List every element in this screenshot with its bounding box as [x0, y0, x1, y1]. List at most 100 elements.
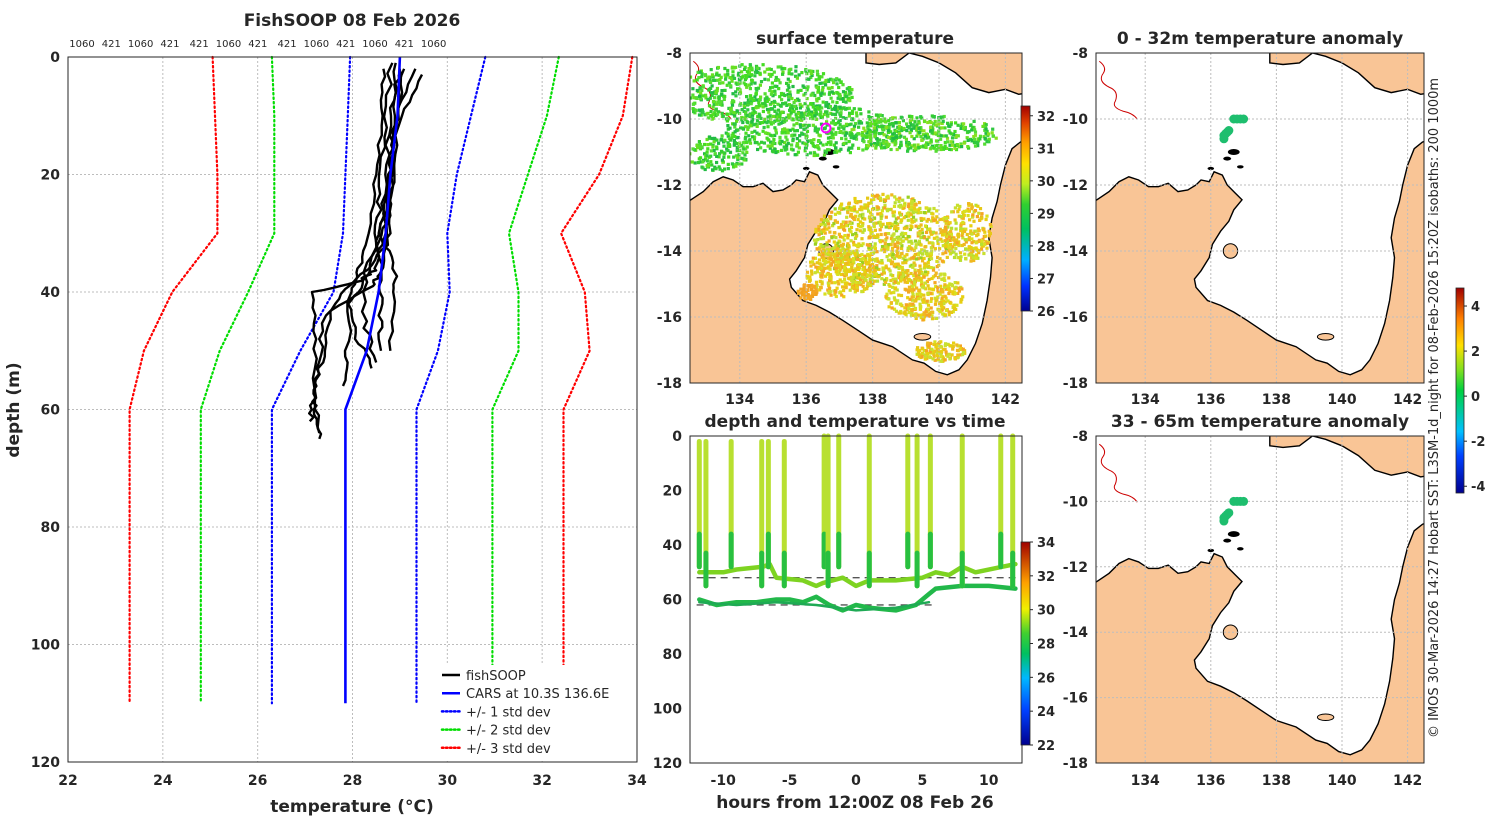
- sst-pixel: [825, 142, 829, 146]
- sst-pixel: [948, 235, 952, 239]
- sst-pixel: [915, 257, 919, 261]
- sst-pixel: [928, 207, 932, 211]
- map-x-tick: 138: [1262, 392, 1291, 408]
- sst-pixel: [842, 238, 846, 242]
- sst-pixel: [790, 72, 794, 76]
- sst-pixel: [944, 296, 948, 300]
- sst-pixel: [725, 119, 729, 123]
- sst-pixel: [735, 82, 739, 86]
- sst-pixel: [744, 147, 748, 151]
- sst-pixel: [859, 278, 863, 282]
- sst-pixel: [938, 227, 942, 231]
- legend-label: +/- 3 std dev: [466, 742, 551, 757]
- sst-pixel: [891, 277, 895, 281]
- sst-pixel: [892, 307, 897, 311]
- sst-pixel: [859, 257, 864, 261]
- sst-pixel: [943, 126, 947, 130]
- sst-pixel: [905, 258, 909, 262]
- sst-pixel: [903, 280, 907, 284]
- sst-pixel: [929, 253, 933, 257]
- sst-pixel: [719, 138, 723, 142]
- sst-pixel: [729, 112, 733, 116]
- sst-pixel: [732, 76, 737, 80]
- sst-pixel: [956, 281, 960, 285]
- sst-pixel: [927, 277, 931, 281]
- sst-pixel: [797, 146, 801, 150]
- sst-pixel: [991, 134, 995, 138]
- sst-pixel: [890, 121, 895, 126]
- sst-pixel: [820, 250, 825, 254]
- sst-pixel: [712, 96, 717, 100]
- sst-pixel: [949, 242, 953, 247]
- sst-pixel: [920, 231, 924, 235]
- sst-pixel: [785, 81, 789, 85]
- sst-pixel: [808, 151, 813, 155]
- sst-pixel: [828, 257, 832, 261]
- sst-pixel: [967, 202, 971, 206]
- sst-pixel: [837, 282, 841, 286]
- sst-pixel: [780, 67, 784, 71]
- sst-pixel: [847, 123, 851, 127]
- sst-pixel: [935, 259, 939, 263]
- sst-pixel: [952, 132, 956, 137]
- sst-pixel: [710, 93, 714, 97]
- sst-pixel: [704, 79, 708, 83]
- sst-pixel: [739, 102, 743, 106]
- sst-pixel: [878, 220, 882, 224]
- sst-pixel: [897, 146, 902, 150]
- profile-x-tick: 30: [438, 773, 458, 789]
- sst-pixel: [930, 297, 934, 301]
- sst-pixel: [855, 251, 859, 255]
- sst-pixel: [865, 287, 869, 291]
- sst-pixel: [970, 232, 974, 236]
- sst-pixel: [781, 102, 785, 106]
- sst-pixel: [904, 303, 908, 307]
- sst-pixel: [847, 146, 851, 150]
- sst-pixel: [906, 213, 910, 218]
- sst-pixel: [923, 245, 927, 249]
- sst-pixel: [845, 106, 850, 111]
- sst-pixel: [768, 114, 772, 118]
- sst-pixel: [904, 261, 908, 265]
- map-y-tick: -14: [657, 244, 683, 260]
- sst-pixel: [741, 141, 746, 145]
- sst-pixel: [847, 106, 851, 110]
- sst-pixel: [960, 233, 964, 237]
- sst-pixel: [980, 242, 984, 246]
- sst-pixel: [779, 91, 784, 96]
- sst-pixel: [957, 214, 961, 218]
- sst-pixel: [943, 294, 947, 298]
- sst-pixel: [754, 122, 758, 126]
- sst-pixel: [956, 235, 961, 239]
- isobath-label: 421: [395, 39, 414, 50]
- sst-pixel: [903, 306, 907, 310]
- sst-pixel: [709, 160, 713, 164]
- sst-pixel: [946, 140, 950, 144]
- sst-pixel: [906, 235, 910, 239]
- anomaly-upper-panel: 0 - 32m temperature anomaly 134 136 138 140…: [1063, 29, 1425, 408]
- sst-pixel: [812, 238, 817, 242]
- sst-pixel: [807, 112, 811, 116]
- sst-pixel: [941, 119, 945, 124]
- sst-pixel: [883, 119, 887, 123]
- sst-pixel: [683, 98, 686, 101]
- sst-pixel: [978, 137, 982, 141]
- sst-pixel: [912, 143, 916, 147]
- sst-pixel: [953, 146, 957, 150]
- sst-pixel: [799, 115, 803, 119]
- legend-label: +/- 1 std dev: [466, 705, 551, 720]
- sst-pixel: [716, 65, 720, 70]
- sst-pixel: [831, 100, 835, 104]
- sst-pixel: [913, 146, 917, 150]
- sst-pixel: [902, 135, 907, 139]
- sst-pixel: [838, 259, 842, 263]
- sst-pixel: [774, 78, 778, 82]
- map-x-tick: 136: [1196, 773, 1225, 789]
- sst-pixel: [919, 283, 924, 287]
- sst-pixel: [734, 94, 738, 98]
- sst-pixel: [936, 350, 940, 354]
- sst-pixel: [838, 250, 842, 254]
- sst-pixel: [917, 271, 921, 275]
- sst-pixel: [969, 224, 973, 228]
- sst-pixel: [884, 215, 888, 219]
